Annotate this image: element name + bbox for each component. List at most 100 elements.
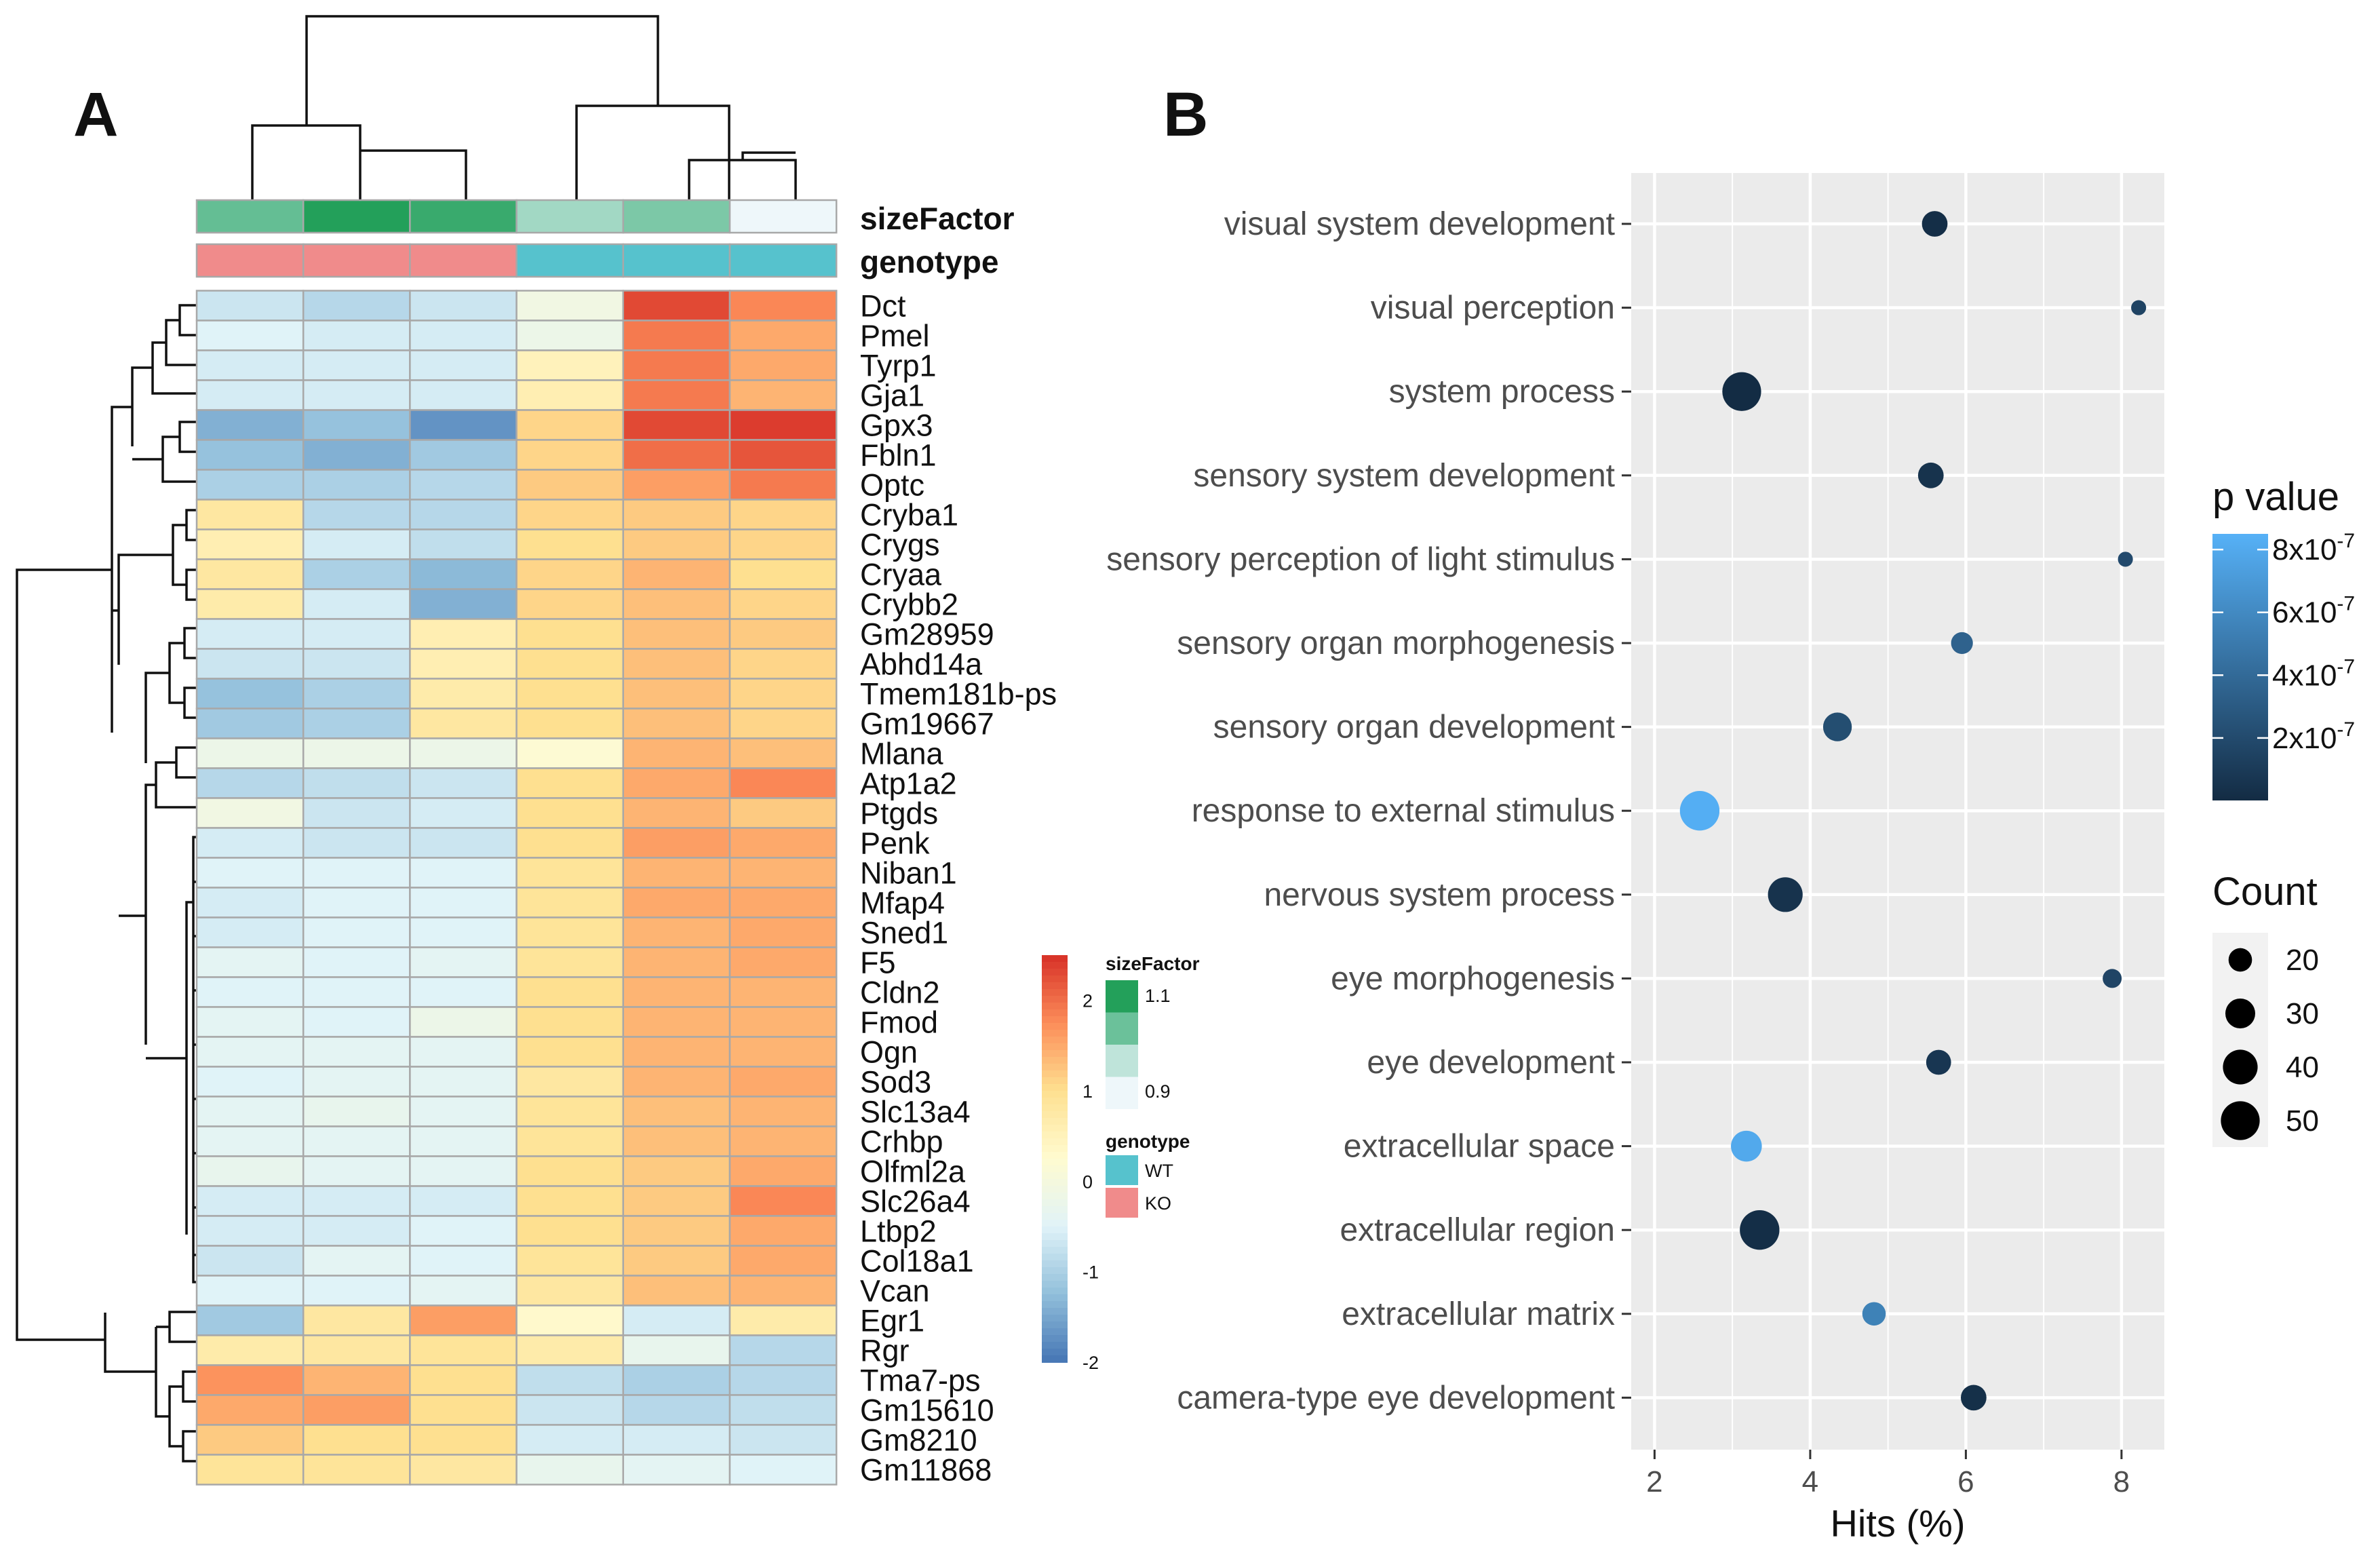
- heatmap-cell: [515, 1394, 625, 1426]
- heatmap-cell: [302, 1215, 411, 1247]
- gene-label: Vcan: [860, 1274, 930, 1309]
- heatmap-cell: [515, 827, 625, 859]
- heatmap-cell: [302, 797, 411, 829]
- heatmap-cell: [302, 1364, 411, 1396]
- heatmap-cell: [195, 1215, 305, 1247]
- heatmap-cell: [302, 409, 411, 441]
- color-scale-segment: [1042, 1294, 1068, 1302]
- heatmap-cell: [728, 1275, 838, 1307]
- color-scale-segment: [1042, 989, 1068, 997]
- heatmap-cell: [515, 558, 625, 590]
- heatmap-cell: [515, 857, 625, 889]
- color-scale-segment: [1042, 1260, 1068, 1268]
- heatmap-cell: [622, 1185, 731, 1217]
- count-legend-label: 40: [2286, 1051, 2319, 1084]
- heatmap-cell: [195, 1066, 305, 1098]
- heatmap-cell: [409, 1304, 518, 1336]
- term-label: system process: [1389, 374, 1615, 410]
- heatmap-cell: [515, 1096, 625, 1127]
- heatmap-cell: [409, 320, 518, 351]
- heatmap-cell: [515, 1006, 625, 1038]
- gene-label: Fbln1: [860, 438, 937, 473]
- genotype-swatch: [1106, 1188, 1138, 1218]
- heatmap-cell: [302, 1245, 411, 1277]
- heatmap-cell: [728, 558, 838, 590]
- heatmap-cell: [728, 1125, 838, 1157]
- pvalue-legend-title: p value: [2212, 475, 2339, 519]
- heatmap-cell: [302, 320, 411, 351]
- color-scale-segment: [1042, 962, 1068, 969]
- color-scale-segment: [1042, 1308, 1068, 1315]
- x-tick-label: 2: [1646, 1465, 1662, 1498]
- gene-label: Gm15610: [860, 1393, 994, 1428]
- sizefactor-annotation-cell: [515, 199, 625, 234]
- heatmap-cell: [409, 1036, 518, 1068]
- heatmap-cell: [409, 558, 518, 590]
- panel-b-label: B: [1163, 80, 1208, 149]
- heatmap-cell: [515, 1364, 625, 1396]
- heatmap-cell: [302, 349, 411, 381]
- term-label: eye development: [1367, 1045, 1615, 1081]
- color-scale-segment: [1042, 1274, 1068, 1281]
- heatmap-cell: [195, 1185, 305, 1217]
- heatmap-cell: [195, 409, 305, 441]
- genotype-annotation-cell: [515, 243, 625, 278]
- color-scale-segment: [1042, 1118, 1068, 1125]
- genotype-annotation-cell: [195, 243, 305, 278]
- gene-label: Gpx3: [860, 408, 933, 443]
- heatmap-cell: [409, 797, 518, 829]
- color-scale-segment: [1042, 1159, 1068, 1166]
- heatmap-cell: [728, 290, 838, 322]
- legend-sizefactor-swatches: [1106, 980, 1138, 1109]
- heatmap-cell: [622, 857, 731, 889]
- heatmap-cell: [409, 1275, 518, 1307]
- term-label: camera-type eye development: [1177, 1380, 1615, 1416]
- heatmap-cell: [515, 379, 625, 411]
- color-scale-tick-label: 0: [1082, 1172, 1093, 1192]
- heatmap-cells: [195, 290, 838, 1486]
- color-scale-ticks: 2 1 0 -1 -2: [1082, 991, 1099, 1373]
- color-scale-segment: [1042, 1131, 1068, 1139]
- pvalue-tick-base: 6x10: [2272, 596, 2337, 630]
- gene-label: Mfap4: [860, 886, 945, 921]
- heatmap-cell: [622, 320, 731, 351]
- heatmap-cell: [195, 976, 305, 1008]
- heatmap-cell: [195, 737, 305, 769]
- color-scale-segment: [1042, 1206, 1068, 1214]
- heatmap-cell: [302, 1334, 411, 1366]
- x-tick-label: 6: [1957, 1465, 1974, 1498]
- color-scale-segment: [1042, 1220, 1068, 1227]
- term-point: [1731, 1130, 1762, 1162]
- term-label: response to external stimulus: [1192, 793, 1615, 829]
- gene-label: Abhd14a: [860, 647, 983, 682]
- heatmap-cell: [409, 588, 518, 620]
- heatmap-cell: [728, 708, 838, 739]
- heatmap-cell: [728, 588, 838, 620]
- heatmap-cell: [728, 887, 838, 918]
- gene-label: Crygs: [860, 528, 940, 562]
- term-label: extracellular matrix: [1342, 1296, 1615, 1332]
- heatmap-cell: [622, 528, 731, 560]
- pvalue-tick-label: 4x10-7: [2272, 655, 2355, 692]
- color-scale-segment: [1042, 1057, 1068, 1064]
- heatmap-cell: [515, 1215, 625, 1247]
- heatmap-cell: [302, 499, 411, 530]
- heatmap-cell: [515, 1245, 625, 1277]
- genotype-annotation-cell: [622, 243, 731, 278]
- heatmap-cell: [515, 349, 625, 381]
- heatmap-cell: [622, 1006, 731, 1038]
- gene-label: Tmem181b-ps: [860, 677, 1057, 712]
- heatmap-cell: [515, 409, 625, 441]
- heatmap-cell: [515, 439, 625, 471]
- heatmap-cell: [622, 1066, 731, 1098]
- pvalue-tick-exponent: -7: [2337, 530, 2355, 552]
- heatmap-cell: [728, 737, 838, 769]
- heatmap-cell: [728, 857, 838, 889]
- heatmap-cell: [409, 290, 518, 322]
- heatmap-cell: [409, 1155, 518, 1187]
- heatmap-cell: [195, 1364, 305, 1396]
- color-scale-segment: [1042, 1145, 1068, 1153]
- color-scale-segment: [1042, 1213, 1068, 1220]
